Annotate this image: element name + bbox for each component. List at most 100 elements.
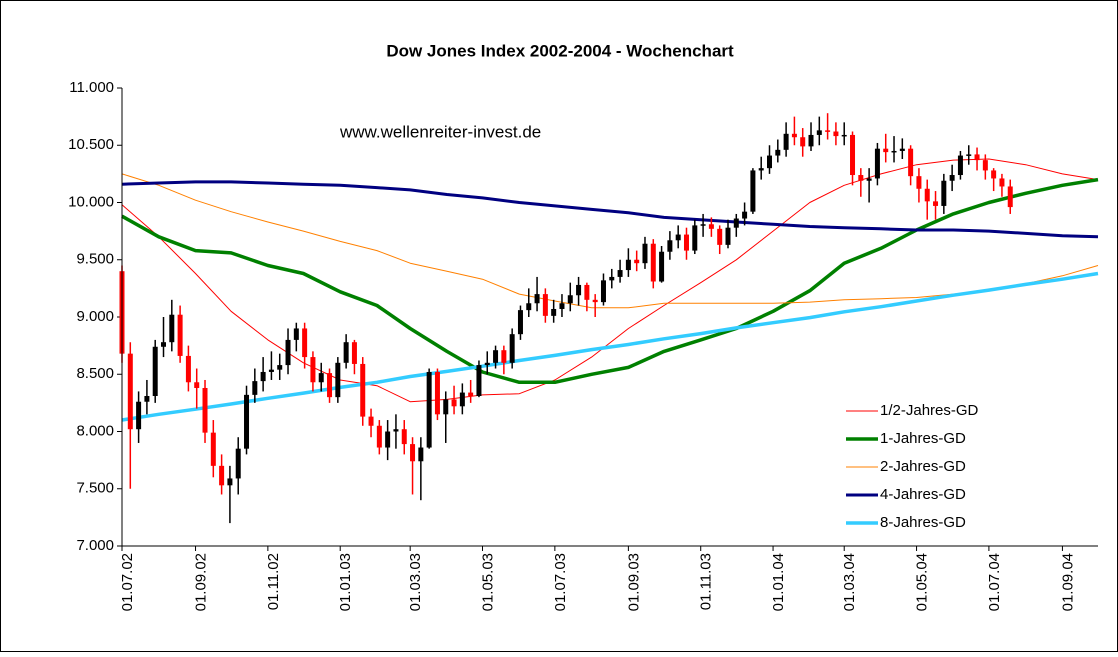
candle-body [177,314,183,356]
x-tick-label: 01.03.03 [407,553,424,611]
candle-body [941,180,947,206]
candle-body [675,234,681,241]
candle-body [401,429,407,445]
candle-body [924,188,930,202]
candle-body [625,259,631,271]
x-tick-label: 01.07.02 [119,553,136,611]
candle-body [808,134,814,147]
candle-body [833,131,839,137]
candle-body [542,294,548,316]
annotation: www.wellenreiter-invest.de [339,122,541,141]
legend-label: 1-Jahres-GD [880,430,966,447]
candle-body [642,243,648,264]
candle-body [908,148,914,177]
candle-body [551,308,557,316]
x-tick-label: 01.07.04 [986,553,1003,611]
y-tick-label: 10.000 [68,193,114,210]
x-tick-label: 01.09.04 [1059,553,1076,611]
candle-body [667,240,673,252]
x-tick-label: 01.05.03 [479,553,496,611]
candle-body [219,465,225,486]
candle-body [783,133,789,150]
candle-body [592,299,598,303]
candle-body [426,371,432,448]
candle-body [708,224,714,229]
candle-body [1007,186,1013,208]
candle-body [891,150,897,153]
candle-body [949,175,955,181]
candle-body [634,259,640,264]
candle-body [343,342,349,363]
x-tick-label: 01.05.04 [914,553,931,611]
candle-body [609,276,615,281]
candle-body [252,381,258,395]
candle-body [758,168,764,171]
y-tick-label: 9.000 [76,308,114,325]
candle-body [285,339,291,366]
candle-body [733,218,739,228]
candle-body [650,243,656,282]
y-tick-label: 7.500 [76,480,114,497]
candle-body [509,334,515,363]
candle-body [302,328,308,358]
candle-body [617,270,623,277]
candle-body [368,416,374,426]
candle-body [310,357,316,383]
candle-body [235,448,241,479]
candle-body [152,346,158,397]
legend-label: 2-Jahres-GD [880,458,966,475]
candle-body [899,148,905,151]
candle-body [360,363,366,417]
candle-body [683,234,689,251]
legend-box [838,397,1050,539]
candle-body [966,154,972,156]
candle-body [335,362,341,398]
candle-body [600,280,606,303]
candle-body [484,362,490,366]
candle-body [210,432,216,466]
y-tick-label: 9.500 [76,251,114,268]
candle-body [750,170,756,212]
candle-body [526,303,532,311]
ma-line [121,271,1099,422]
ma-line [121,173,1099,309]
candle-body [775,149,781,156]
candle-body [459,392,465,407]
candle-body [385,431,391,448]
candle-body [717,228,723,245]
candle-body [700,224,706,226]
y-tick-label: 11.000 [69,79,114,96]
candle-body [982,160,988,171]
x-tick-label: 01.07.03 [552,553,569,611]
candle-body [501,350,507,363]
candle-body [268,369,274,372]
candle-body [418,447,424,462]
candle-body [957,155,963,176]
candle-body [277,365,283,370]
x-tick-label: 01.03.04 [841,553,858,611]
candle-body [933,201,939,206]
x-tick-label: 01.09.02 [192,553,209,611]
candle-body [194,382,200,388]
candle-body [825,130,831,132]
x-tick-label: 01.01.03 [337,553,354,611]
legend-label: 1/2-Jahres-GD [880,402,979,419]
candle-body [443,399,449,415]
ma-line [121,177,1099,385]
candle-body [517,310,523,335]
candle-body [260,371,266,382]
candle-body [800,137,806,147]
candle-body [185,355,191,383]
x-tick-label: 01.01.04 [770,553,787,611]
candle-body [161,342,167,347]
legend-label: 4-Jahres-GD [880,486,966,503]
candle-body [476,365,482,397]
candle-body [293,328,299,340]
candle-body [351,342,357,364]
candle-body [974,154,980,161]
y-tick-label: 10.500 [68,136,114,153]
candle-body [202,387,208,433]
candle-body [468,392,474,397]
